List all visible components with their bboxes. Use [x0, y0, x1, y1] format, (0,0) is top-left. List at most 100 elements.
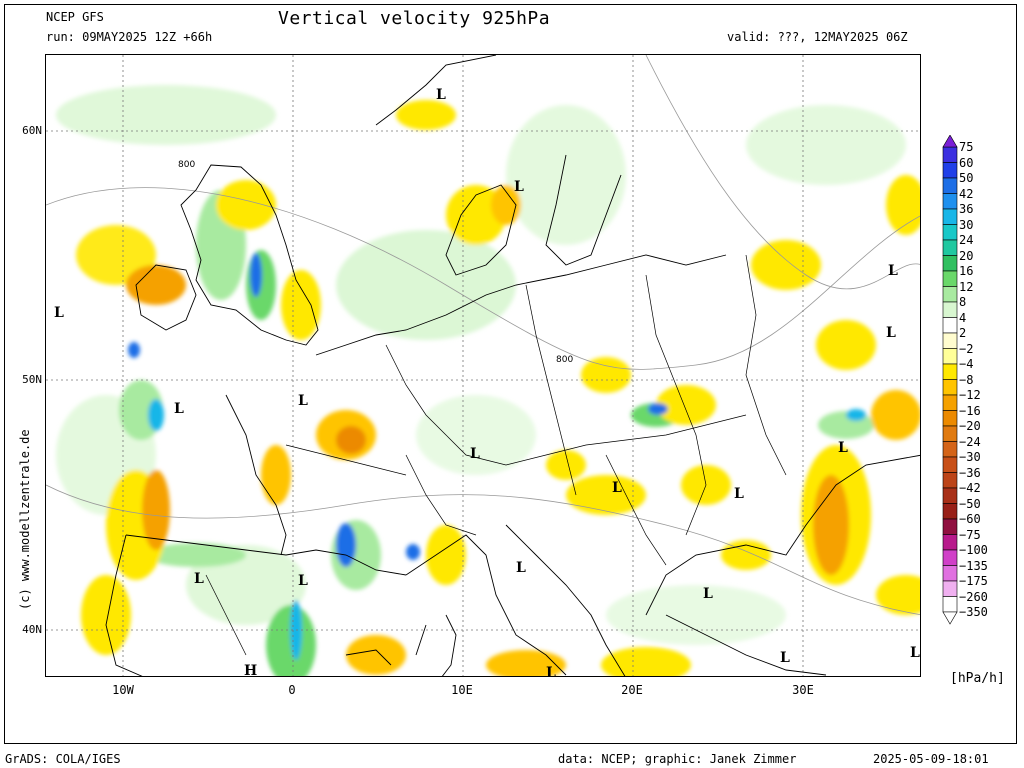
units-label: [hPa/h]	[950, 671, 1005, 686]
legend-swatch	[942, 456, 958, 473]
legend-swatch	[942, 410, 958, 427]
low-center: L	[298, 393, 308, 409]
lat-label-60n: 60N	[22, 124, 42, 137]
low-center: L	[436, 87, 446, 103]
footer-credits: data: NCEP; graphic: Janek Zimmer	[558, 752, 797, 766]
legend-swatch	[942, 177, 958, 194]
legend-level-label: 2	[959, 326, 967, 340]
low-center: L	[54, 305, 64, 321]
legend-swatch	[942, 239, 958, 256]
legend-min-arrow	[942, 611, 958, 625]
low-center: L	[470, 446, 480, 462]
legend-level-label: −20	[959, 419, 981, 433]
legend-swatch	[942, 503, 958, 520]
model-name: NCEP GFS	[46, 10, 104, 24]
legend-swatch	[942, 363, 958, 380]
color-legend: 75 60 50 42 36 30 24 20 16 12 8 4 2 −2 −4 −8 −12 −16 −20 −2…	[940, 135, 1010, 625]
country-borders	[205, 254, 787, 656]
legend-level-label: 24	[959, 233, 974, 247]
low-center: L	[888, 263, 898, 279]
pressure-centers: L L L L L L L L L L L L L L L H L L L	[54, 87, 920, 677]
legend-level-label: −260	[959, 589, 988, 604]
legend-level-label: −100	[959, 543, 988, 557]
legend-swatch	[942, 596, 958, 613]
graticule	[46, 55, 920, 676]
lon-label-20e: 20E	[621, 683, 643, 697]
legend-swatch	[942, 565, 958, 582]
low-center: L	[703, 586, 713, 602]
lon-label-10e: 10E	[451, 683, 473, 697]
legend-level-label: 60	[959, 155, 974, 170]
legend-level-label: −24	[959, 434, 981, 449]
low-center: L	[514, 179, 524, 195]
legend-swatch	[942, 286, 958, 303]
contour-label: 800	[556, 355, 573, 365]
legend-level-label: 30	[959, 217, 974, 232]
legend-level-label: 20	[959, 248, 974, 263]
low-center: L	[546, 665, 556, 677]
run-info: run: 09MAY2025 12Z +66h	[46, 30, 213, 44]
legend-level-label: 75	[959, 140, 974, 154]
velocity-field	[56, 85, 920, 676]
legend-swatch	[942, 580, 958, 597]
legend-swatch	[942, 348, 958, 365]
legend-swatch	[942, 379, 958, 396]
legend-swatch	[942, 487, 958, 504]
legend-swatch	[942, 332, 958, 349]
contour-label: 800	[178, 160, 195, 170]
high-center: H	[244, 663, 257, 677]
low-center: L	[886, 325, 896, 341]
legend-level-label: 8	[959, 295, 967, 309]
low-center: L	[612, 480, 622, 496]
legend-max-arrow	[942, 135, 958, 148]
legend-swatch	[942, 224, 958, 241]
legend-level-label: −350	[959, 605, 988, 619]
legend-bar	[942, 135, 958, 625]
valid-time: valid: ???, 12MAY2025 06Z	[727, 30, 908, 44]
height-contours	[46, 55, 920, 616]
legend-level-label: −8	[959, 372, 974, 387]
coastlines	[105, 55, 920, 676]
lat-label-50n: 50N	[22, 373, 42, 386]
legend-level-label: −30	[959, 450, 981, 464]
legend-swatch	[942, 518, 958, 535]
contour-label-group: 800 800	[178, 160, 573, 365]
legend-level-label: −60	[959, 512, 981, 526]
lon-label-10w: 10W	[112, 683, 134, 697]
legend-level-label: −42	[959, 481, 981, 495]
legend-swatch	[942, 441, 958, 458]
legend-swatch	[942, 162, 958, 179]
low-center: L	[734, 486, 744, 502]
legend-swatch	[942, 301, 958, 318]
legend-swatch	[942, 317, 958, 334]
legend-swatch	[942, 534, 958, 551]
legend-level-label: 12	[959, 279, 974, 294]
legend-level-label: −4	[959, 357, 974, 371]
lon-label-30e: 30E	[792, 683, 814, 697]
legend-swatch	[942, 146, 958, 163]
legend-swatch	[942, 472, 958, 489]
legend-swatch	[942, 193, 958, 210]
legend-swatch	[942, 208, 958, 225]
legend-level-label: 42	[959, 186, 974, 201]
legend-swatch	[942, 394, 958, 411]
low-center: L	[910, 645, 920, 661]
legend-swatch	[942, 255, 958, 272]
lon-label-0: 0	[288, 683, 296, 697]
legend-level-label: −75	[959, 527, 981, 542]
chart-title: Vertical velocity 925hPa	[278, 8, 551, 29]
low-center: L	[780, 650, 790, 666]
low-center: L	[838, 440, 848, 456]
legend-level-label: −36	[959, 465, 981, 480]
low-center: L	[516, 560, 526, 576]
footer-software: GrADS: COLA/IGES	[5, 752, 121, 766]
legend-swatch	[942, 549, 958, 566]
legend-level-label: −12	[959, 388, 981, 402]
plot-frame	[4, 4, 1017, 744]
legend-level-label: 50	[959, 171, 974, 185]
legend-level-label: −16	[959, 403, 981, 418]
legend-level-label: −50	[959, 496, 981, 511]
legend-level-label: −175	[959, 574, 988, 588]
copyright-notice: (c) www.modellzentrale.de	[18, 429, 32, 610]
lat-label-40n: 40N	[22, 623, 42, 636]
